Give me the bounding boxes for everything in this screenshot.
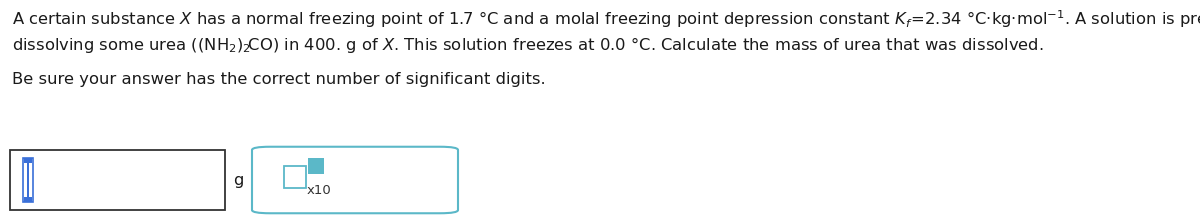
Text: Be sure your answer has the correct number of significant digits.: Be sure your answer has the correct numb… [12, 72, 546, 87]
Bar [24, 197, 32, 202]
Bar [26, 158, 29, 202]
Bar [284, 166, 306, 188]
Bar [24, 158, 32, 163]
Text: x10: x10 [307, 184, 331, 197]
FancyBboxPatch shape [252, 147, 458, 213]
Text: A certain substance $\mathit{X}$ has a normal freezing point of 1.7 °C and a mol: A certain substance $\mathit{X}$ has a n… [12, 8, 1200, 30]
Bar [308, 158, 324, 174]
Text: g: g [233, 173, 244, 187]
Bar [10, 150, 226, 210]
Bar [23, 158, 34, 202]
Text: dissolving some urea $\left(\left(\mathrm{NH_2}\right)_2\!\mathrm{CO}\right)$ in: dissolving some urea $\left(\left(\mathr… [12, 35, 1044, 55]
